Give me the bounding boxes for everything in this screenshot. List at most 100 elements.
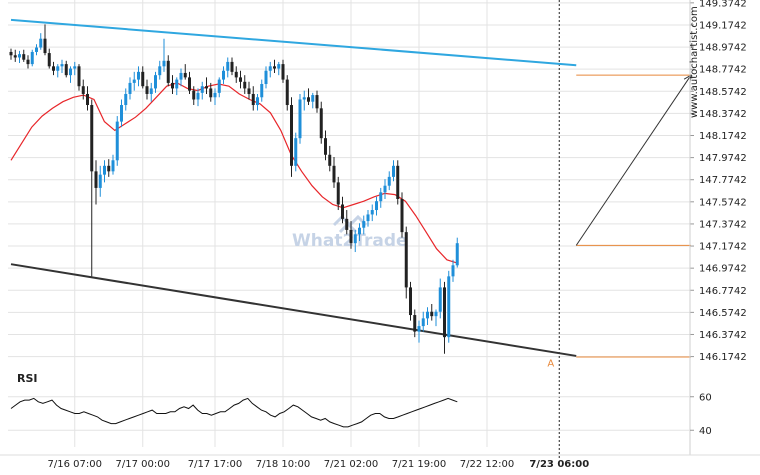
candle-body: [243, 81, 247, 89]
y-tick-label: 147.3742: [699, 219, 747, 230]
candle: [447, 270, 451, 343]
candle: [47, 48, 51, 69]
rsi-panel: RSI 60 40: [8, 372, 712, 437]
candle-body: [175, 79, 179, 89]
candle-body: [124, 93, 128, 106]
candle-body: [366, 214, 370, 222]
candle: [107, 159, 111, 177]
candle: [103, 160, 106, 183]
candle: [141, 66, 145, 89]
candle-body: [247, 88, 251, 94]
candle: [154, 71, 157, 93]
candle: [98, 165, 102, 197]
candle-body: [409, 287, 412, 316]
candle-body: [332, 165, 336, 183]
candle-body: [209, 88, 213, 98]
candle-body: [387, 176, 391, 186]
candle: [421, 311, 425, 332]
candle-body: [226, 61, 230, 71]
candle-body: [137, 71, 140, 80]
candle: [400, 192, 404, 238]
y-tick-label: 149.1742: [699, 20, 747, 31]
candle: [234, 66, 238, 83]
candle-body: [205, 86, 208, 89]
candle-body: [188, 77, 191, 91]
candle: [430, 303, 434, 321]
candle: [22, 49, 26, 62]
candle-body: [251, 93, 255, 106]
candle: [298, 93, 302, 144]
candle-body: [273, 66, 276, 69]
candle-body: [103, 165, 106, 175]
y-tick-label: 148.3742: [699, 109, 747, 120]
candle-body: [345, 218, 349, 230]
candle-body: [362, 221, 366, 228]
candle-body: [328, 154, 332, 166]
candle: [281, 59, 285, 83]
candle-body: [30, 51, 34, 65]
candle-body: [128, 82, 132, 94]
brand-label: www.autochartist.com: [689, 6, 700, 118]
candle: [353, 229, 357, 253]
candle: [94, 160, 98, 205]
candle: [175, 77, 179, 96]
candle-body: [222, 70, 225, 80]
candle-body: [268, 66, 272, 71]
candle-body: [162, 60, 166, 67]
candle-body: [90, 105, 94, 172]
x-tick-label: 7/17 17:00: [188, 459, 242, 470]
x-tick-label: 7/17 00:00: [116, 459, 170, 470]
candle: [370, 204, 374, 222]
candle-body: [64, 64, 68, 76]
candle-body: [290, 105, 293, 166]
candle: [345, 210, 349, 235]
candle-body: [234, 71, 238, 78]
candle-body: [396, 165, 400, 199]
y-tick-label: 147.1742: [699, 242, 747, 253]
candle: [392, 160, 395, 182]
rsi-line: [10, 397, 458, 428]
candle-body: [115, 121, 119, 161]
candle: [451, 259, 455, 282]
upper-trendline: [10, 18, 577, 67]
candle-body: [358, 227, 361, 235]
candle: [315, 90, 319, 113]
candle: [30, 49, 34, 67]
candle: [77, 64, 81, 91]
candle: [200, 81, 204, 100]
candle-body: [145, 86, 149, 94]
candle: [294, 132, 298, 172]
candle-body: [302, 97, 306, 100]
candle: [302, 90, 306, 111]
candle-body: [307, 97, 310, 102]
candle: [285, 75, 289, 111]
candle: [43, 24, 47, 56]
candle: [115, 116, 119, 166]
candle: [149, 82, 153, 102]
candle-body: [166, 60, 170, 83]
candle: [387, 171, 391, 191]
candle: [290, 97, 293, 177]
candle: [417, 320, 421, 343]
moving-average-line: [10, 82, 458, 264]
candle: [349, 221, 353, 249]
candle: [319, 101, 323, 144]
candle: [413, 309, 417, 338]
trend-lines: [10, 18, 577, 357]
y-tick-label: 147.5742: [699, 197, 747, 208]
price-levels: A: [547, 74, 692, 370]
candle: [205, 77, 208, 94]
candle: [158, 60, 162, 80]
candle: [56, 64, 60, 78]
candle: [268, 61, 272, 78]
lower-trendline: [10, 263, 577, 357]
candle-body: [69, 68, 72, 76]
candle: [26, 55, 30, 69]
candle-body: [183, 72, 187, 78]
candle: [69, 66, 72, 83]
candle-body: [132, 79, 136, 83]
candles: [9, 24, 459, 354]
x-tick-label: 7/21 02:00: [324, 459, 378, 470]
y-tick-label: 147.9742: [699, 153, 747, 164]
candle-body: [375, 201, 378, 211]
